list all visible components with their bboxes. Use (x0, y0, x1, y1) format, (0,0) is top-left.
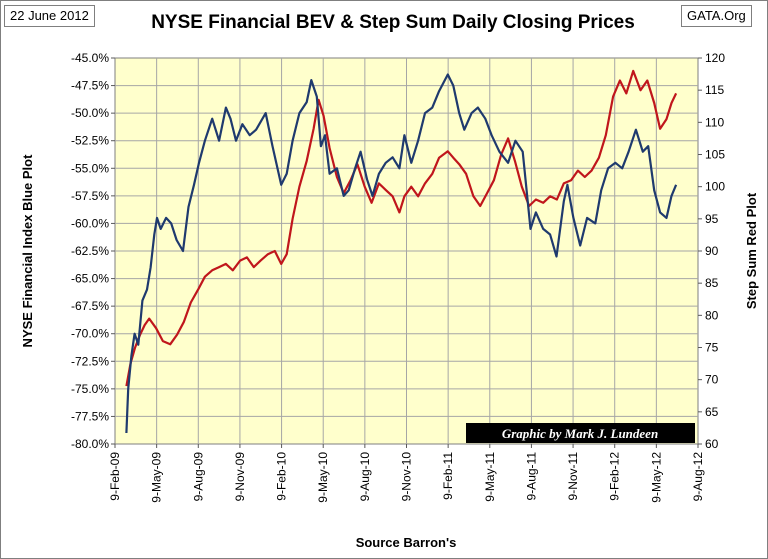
y-right-tick-label: 120 (705, 51, 725, 65)
x-tick-label: 9-Aug-11 (524, 452, 538, 501)
y-left-tick-label: -77.5% (71, 409, 109, 423)
x-tick-label: 9-Nov-10 (400, 452, 414, 502)
x-tick-label: 9-Nov-11 (566, 452, 580, 501)
y-right-tick-label: 115 (705, 83, 724, 97)
red-series-line (125, 69, 678, 387)
y-left-tick-label: -67.5% (71, 299, 109, 313)
x-tick-label: 9-Aug-12 (691, 452, 705, 502)
y-right-tick-label: 75 (705, 341, 719, 355)
x-axis-label: Source Barron's (356, 535, 457, 550)
y-left-axis-label: NYSE Financial Index Blue Plot (20, 154, 35, 348)
y-left-tick-label: -55.0% (71, 161, 109, 175)
y-right-tick-label: 95 (705, 212, 719, 226)
chart-title: NYSE Financial BEV & Step Sum Daily Clos… (151, 12, 635, 33)
gridlines (115, 58, 698, 444)
blue-series-line (125, 73, 678, 434)
y-left-tick-label: -57.5% (71, 189, 109, 203)
y-right-tick-label: 70 (705, 373, 719, 387)
y-left-tick-label: -45.0% (71, 51, 109, 65)
y-left-tick-label: -62.5% (71, 244, 109, 258)
y-right-tick-label: 105 (705, 148, 725, 162)
x-tick-label: 9-May-09 (150, 452, 164, 503)
y-right-tick-label: 110 (705, 115, 724, 129)
x-tick-label: 9-Feb-11 (441, 452, 455, 500)
y-left-tick-label: -70.0% (71, 327, 109, 341)
y-left-tick-label: -72.5% (71, 354, 109, 368)
site-tag: GATA.Org (681, 5, 752, 27)
credit-text: Graphic by Mark J. Lundeen (502, 426, 658, 441)
left-axis-ticks: -45.0% -47.5% -50.0% -52.5% -55.0% -57.5% -60.… (71, 51, 115, 451)
y-right-tick-label: 100 (705, 180, 725, 194)
date-tag: 22 June 2012 (4, 5, 95, 27)
y-left-tick-label: -50.0% (71, 106, 109, 120)
y-left-tick-label: -80.0% (71, 437, 109, 451)
credit-box (466, 423, 695, 443)
y-right-tick-label: 80 (705, 308, 719, 322)
x-tick-label: 9-May-11 (483, 452, 497, 502)
y-right-axis-label: Step Sum Red Plot (744, 192, 759, 309)
y-right-tick-label: 85 (705, 276, 719, 290)
y-right-tick-label: 65 (705, 405, 719, 419)
y-left-tick-label: -60.0% (71, 216, 109, 230)
x-tick-label: 9-May-12 (649, 452, 663, 503)
x-tick-label: 9-May-10 (316, 452, 330, 503)
series-group (125, 69, 678, 434)
x-tick-label: 9-Aug-09 (191, 452, 205, 502)
right-axis-ticks: 120 115 110 105 100 95 90 85 80 75 70 65 60 (698, 51, 725, 451)
x-tick-label: 9-Feb-10 (275, 452, 289, 501)
x-axis-ticks: 9-Feb-09 9-May-09 9-Aug-09 9-Nov-09 9-Feb-10… (108, 444, 705, 503)
x-tick-label: 9-Feb-09 (108, 452, 122, 501)
y-left-tick-label: -47.5% (71, 79, 109, 93)
y-left-tick-label: -75.0% (71, 382, 109, 396)
y-left-tick-label: -65.0% (71, 272, 109, 286)
x-tick-label: 9-Feb-12 (608, 452, 622, 501)
x-tick-label: 9-Aug-10 (358, 452, 372, 502)
x-tick-label: 9-Nov-09 (233, 452, 247, 502)
y-right-tick-label: 60 (705, 437, 719, 451)
y-right-tick-label: 90 (705, 244, 719, 258)
y-left-tick-label: -52.5% (71, 134, 109, 148)
